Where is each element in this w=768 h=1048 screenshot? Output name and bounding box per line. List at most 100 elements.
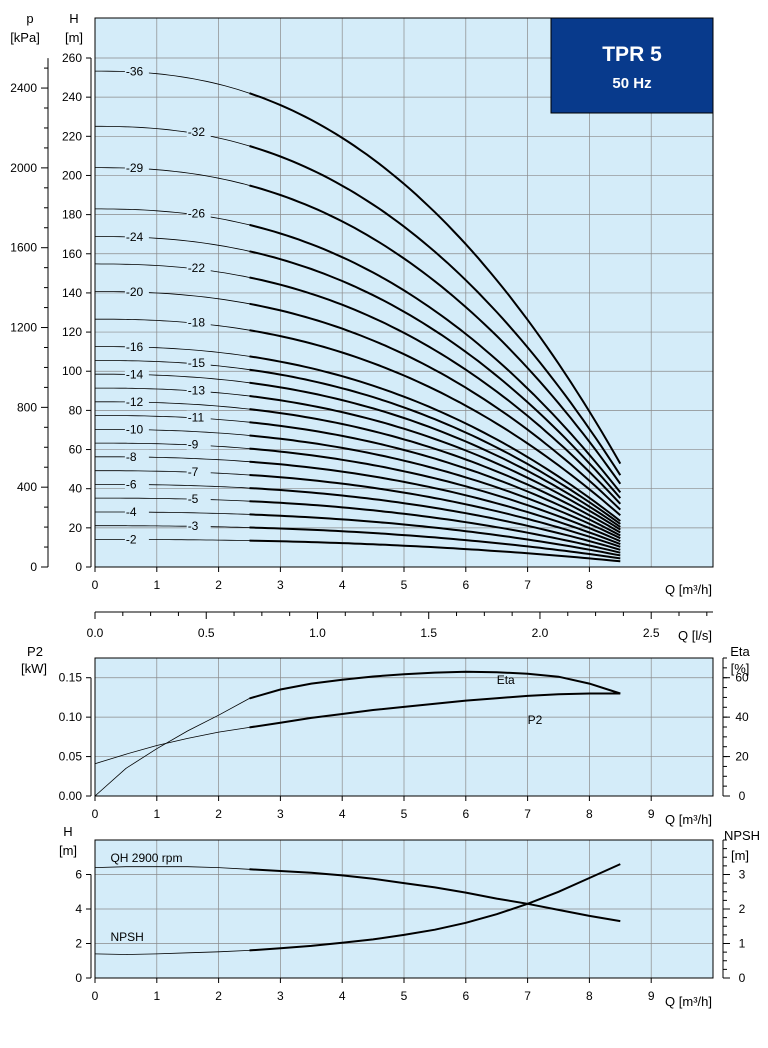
npsh-axis-unit: [m] bbox=[731, 848, 749, 863]
y-tick-label: 200 bbox=[62, 168, 82, 182]
head-axis-unit: [m] bbox=[65, 30, 83, 45]
curve-label-bg bbox=[186, 315, 211, 328]
head-curve bbox=[249, 276, 622, 505]
npsh-curves: QH 2900 rpm NPSH bbox=[94, 851, 621, 955]
x-tick-label: 2.5 bbox=[643, 626, 660, 640]
curve-label-bg bbox=[186, 125, 211, 138]
head-curve-thin bbox=[95, 318, 250, 331]
x-tick-label: 6 bbox=[462, 578, 469, 592]
power-curves: Eta P2 bbox=[94, 670, 621, 797]
y-tick-label: 6 bbox=[75, 868, 82, 882]
curve-label-bg bbox=[124, 339, 149, 352]
curve-label-bg bbox=[124, 229, 149, 242]
npsh-axis: 0 1 2 3 bbox=[722, 839, 746, 985]
curve-label: -13 bbox=[188, 383, 206, 397]
curve-label: -2 bbox=[126, 532, 137, 546]
head-curve-thin bbox=[95, 497, 250, 502]
y-tick-label: 80 bbox=[69, 403, 83, 417]
head-curve-thin bbox=[95, 415, 250, 423]
head-curve-thin bbox=[95, 346, 250, 357]
x-tick-label: 7 bbox=[524, 807, 531, 821]
efficiency-axis: 0 20 40 60 bbox=[722, 657, 749, 803]
curve-label-bg bbox=[124, 284, 149, 297]
y-tick-label: 60 bbox=[735, 671, 749, 685]
x-tick-label: 7 bbox=[524, 989, 531, 1003]
x-tick-label: 5 bbox=[401, 989, 408, 1003]
power-axis-unit: [kW] bbox=[21, 661, 47, 676]
curve-label-bg bbox=[124, 532, 149, 545]
y-tick-label: 0 bbox=[30, 560, 37, 574]
y-tick-label: 800 bbox=[17, 400, 37, 414]
x-tick-label: 8 bbox=[586, 578, 593, 592]
head-curve-thin bbox=[95, 167, 250, 186]
head-curve bbox=[249, 223, 622, 494]
npsh-head-axis-title: H bbox=[63, 824, 72, 839]
qh-curve-label: QH 2900 rpm bbox=[110, 851, 182, 865]
curve-label: -24 bbox=[126, 230, 144, 244]
curve-label-bg bbox=[186, 492, 211, 505]
x-tick-label: 6 bbox=[462, 807, 469, 821]
model-badge-subtitle: 50 Hz bbox=[612, 75, 651, 92]
x-tick-label: 6 bbox=[462, 989, 469, 1003]
x-tick-label: 8 bbox=[586, 807, 593, 821]
y-tick-label: 120 bbox=[62, 325, 82, 339]
head-curve bbox=[249, 329, 621, 517]
npsh-head-axis-unit: [m] bbox=[59, 843, 77, 858]
x-tick-label: 1 bbox=[153, 989, 160, 1003]
y-tick-label: 260 bbox=[62, 51, 82, 65]
npsh-head-axis: 0 2 4 6 bbox=[75, 868, 92, 985]
curve-label-bg bbox=[124, 394, 149, 407]
x-tick-label: 0.5 bbox=[198, 626, 215, 640]
head-curve bbox=[249, 500, 621, 554]
y-tick-label: 20 bbox=[735, 750, 749, 764]
pressure-axis-unit: [kPa] bbox=[10, 30, 40, 45]
curve-label-bg bbox=[186, 519, 211, 532]
x-tick-label: 2.0 bbox=[532, 626, 549, 640]
x-tick-label: 5 bbox=[401, 807, 408, 821]
curve-label-bg bbox=[186, 206, 211, 219]
head-curve-thin bbox=[95, 442, 250, 449]
head-curve bbox=[249, 92, 622, 465]
curve-label: -15 bbox=[188, 356, 206, 370]
y-tick-label: 60 bbox=[69, 443, 83, 457]
y-tick-label: 100 bbox=[62, 364, 82, 378]
power-curve-thin bbox=[94, 727, 250, 765]
qh-curve bbox=[249, 868, 621, 923]
y-tick-label: 2 bbox=[75, 937, 82, 951]
head-curve bbox=[249, 421, 621, 537]
curve-label-bg bbox=[186, 437, 211, 450]
head-curve-thin bbox=[95, 401, 250, 410]
x-tick-label: 1.0 bbox=[309, 626, 326, 640]
head-curves: -2 -3 -4 -5 -6 -7 -8 -9 -10 -11 -12 -13 -14 -15 -16 -18… bbox=[94, 64, 622, 563]
curve-label-bg bbox=[124, 477, 149, 490]
y-tick-label: 0.00 bbox=[59, 789, 83, 803]
head-curve-thin bbox=[95, 525, 250, 528]
head-curve-thin bbox=[95, 208, 250, 226]
head-curve bbox=[249, 487, 621, 551]
y-tick-label: 140 bbox=[62, 286, 82, 300]
efficiency-axis-unit: [%] bbox=[731, 661, 750, 676]
pressure-axis-title: p bbox=[26, 11, 33, 26]
npsh-curve-label: NPSH bbox=[110, 930, 143, 944]
head-curve bbox=[249, 539, 621, 563]
curve-label: -36 bbox=[126, 65, 144, 79]
npsh-grid bbox=[95, 840, 713, 978]
x-tick-label: 7 bbox=[524, 578, 531, 592]
head-curve-thin bbox=[95, 236, 250, 252]
curve-label-bg bbox=[124, 449, 149, 462]
y-tick-label: 1200 bbox=[10, 321, 37, 335]
head-curve bbox=[249, 513, 621, 557]
head-curve-thin bbox=[95, 291, 250, 305]
power-axis-title: P2 bbox=[27, 644, 43, 659]
model-badge-title: TPR 5 bbox=[602, 43, 662, 66]
y-tick-label: 2000 bbox=[10, 161, 37, 175]
x-tick-label: 1 bbox=[153, 807, 160, 821]
head-curve bbox=[249, 395, 621, 531]
curve-label-bg bbox=[124, 161, 149, 174]
head-x-axis: 0 1 2 3 4 5 6 7 8 bbox=[92, 567, 593, 592]
curve-label-bg bbox=[186, 410, 211, 423]
power-x-axis: 0 1 2 3 4 5 6 7 8 9 bbox=[92, 796, 655, 821]
npsh-x-axis: 0 1 2 3 4 5 6 7 8 9 bbox=[92, 978, 655, 1003]
head-curve bbox=[249, 460, 621, 546]
x-tick-label: 1.5 bbox=[420, 626, 437, 640]
